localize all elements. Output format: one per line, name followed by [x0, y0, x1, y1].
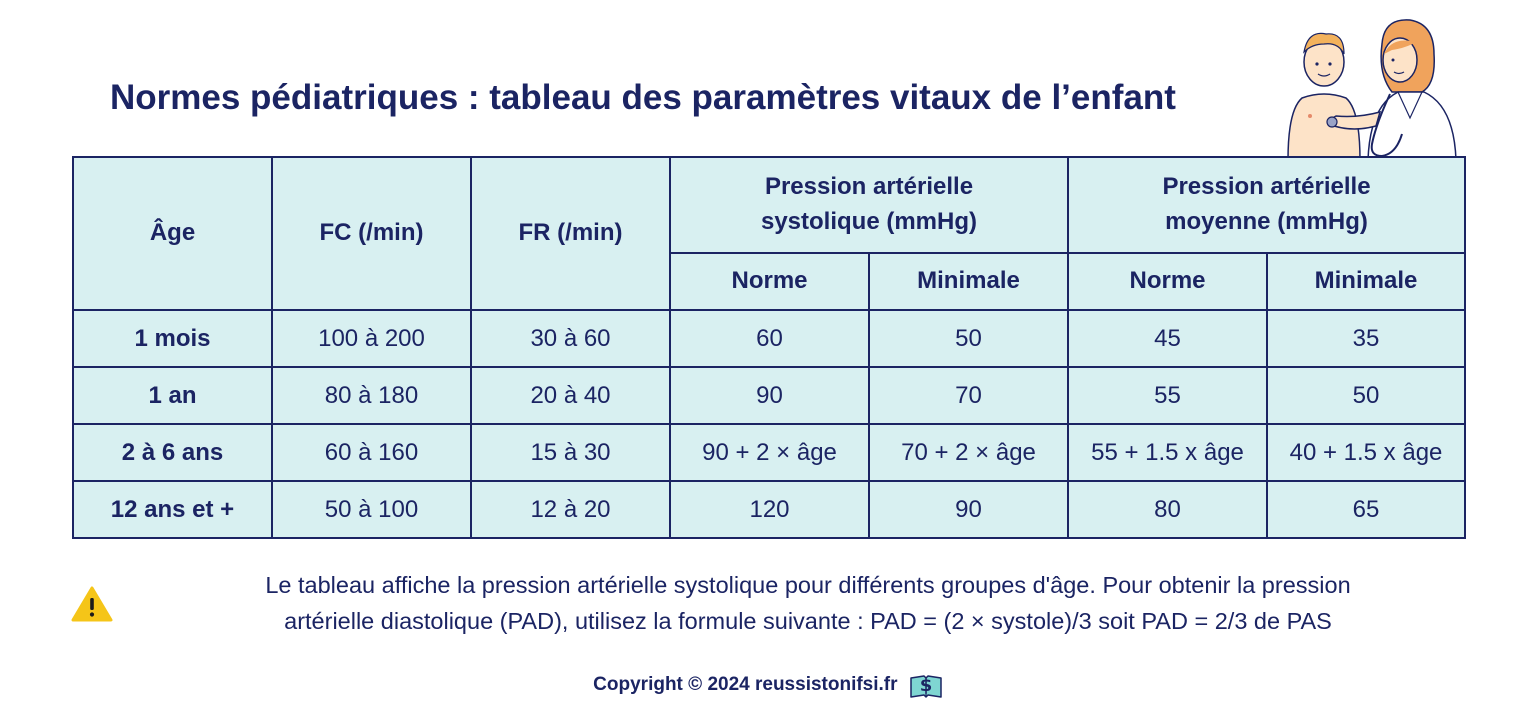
table-row: 1 mois 100 à 200 30 à 60 60 50 45 35	[72, 309, 1466, 368]
cell-pas-norm: 90 + 2 × âge	[669, 423, 870, 482]
cell-fc: 50 à 100	[271, 480, 472, 539]
table-row: 1 an 80 à 180 20 à 40 90 70 55 50	[72, 366, 1466, 425]
subheader-mean-norm: Norme	[1067, 252, 1268, 311]
svg-text:$: $	[920, 675, 933, 696]
doctor-child-stethoscope-illustration	[1287, 19, 1457, 160]
cell-age: 2 à 6 ans	[72, 423, 273, 482]
diastolic-pressure-note: Le tableau affiche la pression artériell…	[128, 567, 1488, 639]
header-age: Âge	[72, 156, 273, 311]
table-row: 2 à 6 ans 60 à 160 15 à 30 90 + 2 × âge …	[72, 423, 1466, 482]
cell-pam-norm: 55 + 1.5 x âge	[1067, 423, 1268, 482]
cell-fr: 30 à 60	[470, 309, 671, 368]
table-row: 12 ans et + 50 à 100 12 à 20 120 90 80 6…	[72, 480, 1466, 539]
copyright-text: Copyright © 2024 reussistonifsi.fr	[593, 674, 898, 696]
cell-pas-norm: 120	[669, 480, 870, 539]
cell-fc: 60 à 160	[271, 423, 472, 482]
subheader-systolic-min: Minimale	[868, 252, 1069, 311]
page-title: Normes pédiatriques : tableau des paramè…	[110, 78, 1176, 117]
subheader-mean-min: Minimale	[1266, 252, 1466, 311]
book-dollar-logo-icon: $	[910, 675, 942, 698]
cell-pas-min: 90	[868, 480, 1069, 539]
cell-pas-min: 50	[868, 309, 1069, 368]
cell-fr: 20 à 40	[470, 366, 671, 425]
cell-pam-norm: 80	[1067, 480, 1268, 539]
cell-fr: 12 à 20	[470, 480, 671, 539]
note-line-1: Le tableau affiche la pression artériell…	[265, 572, 1351, 598]
cell-pam-min: 50	[1266, 366, 1466, 425]
cell-age: 12 ans et +	[72, 480, 273, 539]
cell-age: 1 an	[72, 366, 273, 425]
header-respiratory-rate: FR (/min)	[470, 156, 671, 311]
cell-pam-min: 35	[1266, 309, 1466, 368]
cell-fc: 80 à 180	[271, 366, 472, 425]
cell-fr: 15 à 30	[470, 423, 671, 482]
cell-pas-norm: 90	[669, 366, 870, 425]
cell-pam-min: 65	[1266, 480, 1466, 539]
header-heart-rate: FC (/min)	[271, 156, 472, 311]
vital-parameters-table: Âge FC (/min) FR (/min) Pression artérie…	[72, 156, 1466, 539]
cell-fc: 100 à 200	[271, 309, 472, 368]
cell-pas-min: 70	[868, 366, 1069, 425]
subheader-systolic-norm: Norme	[669, 252, 870, 311]
header-mean-pressure: Pression artérielle moyenne (mmHg)	[1067, 156, 1466, 254]
note-line-2: artérielle diastolique (PAD), utilisez l…	[284, 608, 1332, 634]
cell-age: 1 mois	[72, 309, 273, 368]
cell-pam-norm: 45	[1067, 309, 1268, 368]
cell-pas-norm: 60	[669, 309, 870, 368]
warning-icon	[71, 586, 113, 622]
copyright: Copyright © 2024 reussistonifsi.fr $	[0, 670, 1536, 700]
cell-pas-min: 70 + 2 × âge	[868, 423, 1069, 482]
cell-pam-min: 40 + 1.5 x âge	[1266, 423, 1466, 482]
cell-pam-norm: 55	[1067, 366, 1268, 425]
header-systolic-pressure: Pression artérielle systolique (mmHg)	[669, 156, 1069, 254]
